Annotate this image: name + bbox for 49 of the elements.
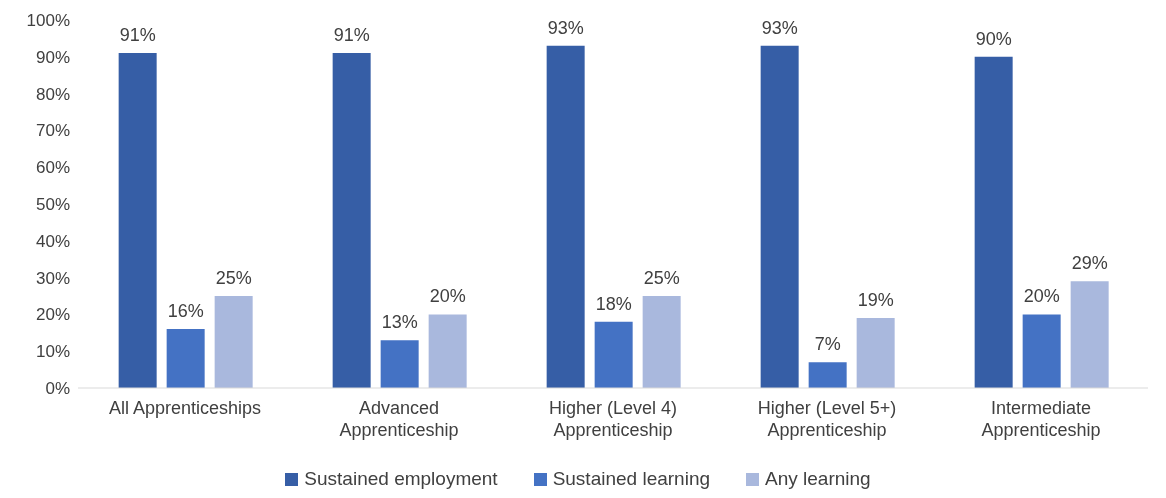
y-tick-label: 80% <box>35 84 70 104</box>
bar <box>642 296 681 388</box>
bar <box>118 53 157 388</box>
x-tick-label: All Apprenticeships <box>108 398 262 418</box>
bar <box>214 296 253 388</box>
bar <box>546 45 585 388</box>
data-label: 91% <box>119 25 156 46</box>
y-tick-label: 100% <box>26 11 70 31</box>
data-label: 20% <box>1023 286 1060 307</box>
legend-label: Any learning <box>764 468 871 490</box>
y-tick-label: 0% <box>45 379 70 399</box>
y-tick-label: 40% <box>35 231 70 251</box>
x-tick-label: Intermediate Apprenticeship <box>981 398 1101 440</box>
bar <box>808 362 847 388</box>
y-tick-label: 50% <box>35 195 70 215</box>
data-label: 93% <box>761 17 798 38</box>
data-label: 13% <box>381 312 418 333</box>
legend-label: Sustained learning <box>551 468 711 490</box>
bar <box>594 321 633 388</box>
bar <box>856 318 895 388</box>
data-label: 93% <box>547 17 584 38</box>
bar <box>974 56 1013 388</box>
y-tick-label: 30% <box>35 268 70 288</box>
data-label: 19% <box>857 290 894 311</box>
y-tick-label: 90% <box>35 47 70 67</box>
bar <box>380 340 419 388</box>
bar <box>1070 281 1109 388</box>
y-tick-label: 10% <box>35 342 70 362</box>
y-tick-label: 70% <box>35 121 70 141</box>
y-tick-label: 20% <box>35 305 70 325</box>
legend-label: Sustained employment <box>303 468 498 490</box>
bar <box>166 329 205 388</box>
x-tick-label: Advanced Apprenticeship <box>339 398 459 440</box>
data-label: 90% <box>975 28 1012 49</box>
data-label: 20% <box>429 286 466 307</box>
data-label: 91% <box>333 25 370 46</box>
data-label: 25% <box>215 268 252 288</box>
x-tick-label: Higher (Level 5+) Apprenticeship <box>757 398 897 440</box>
data-label: 16% <box>167 301 204 322</box>
data-label: 18% <box>595 293 632 314</box>
bar <box>428 314 467 388</box>
bar <box>1022 314 1061 388</box>
data-label: 25% <box>643 268 680 288</box>
y-tick-label: 60% <box>35 158 70 178</box>
data-label: 29% <box>1071 253 1108 274</box>
data-label: 7% <box>814 334 841 355</box>
bar <box>760 45 799 388</box>
bar <box>332 53 371 388</box>
x-tick-label: Higher (Level 4) Apprenticeship <box>548 398 678 440</box>
